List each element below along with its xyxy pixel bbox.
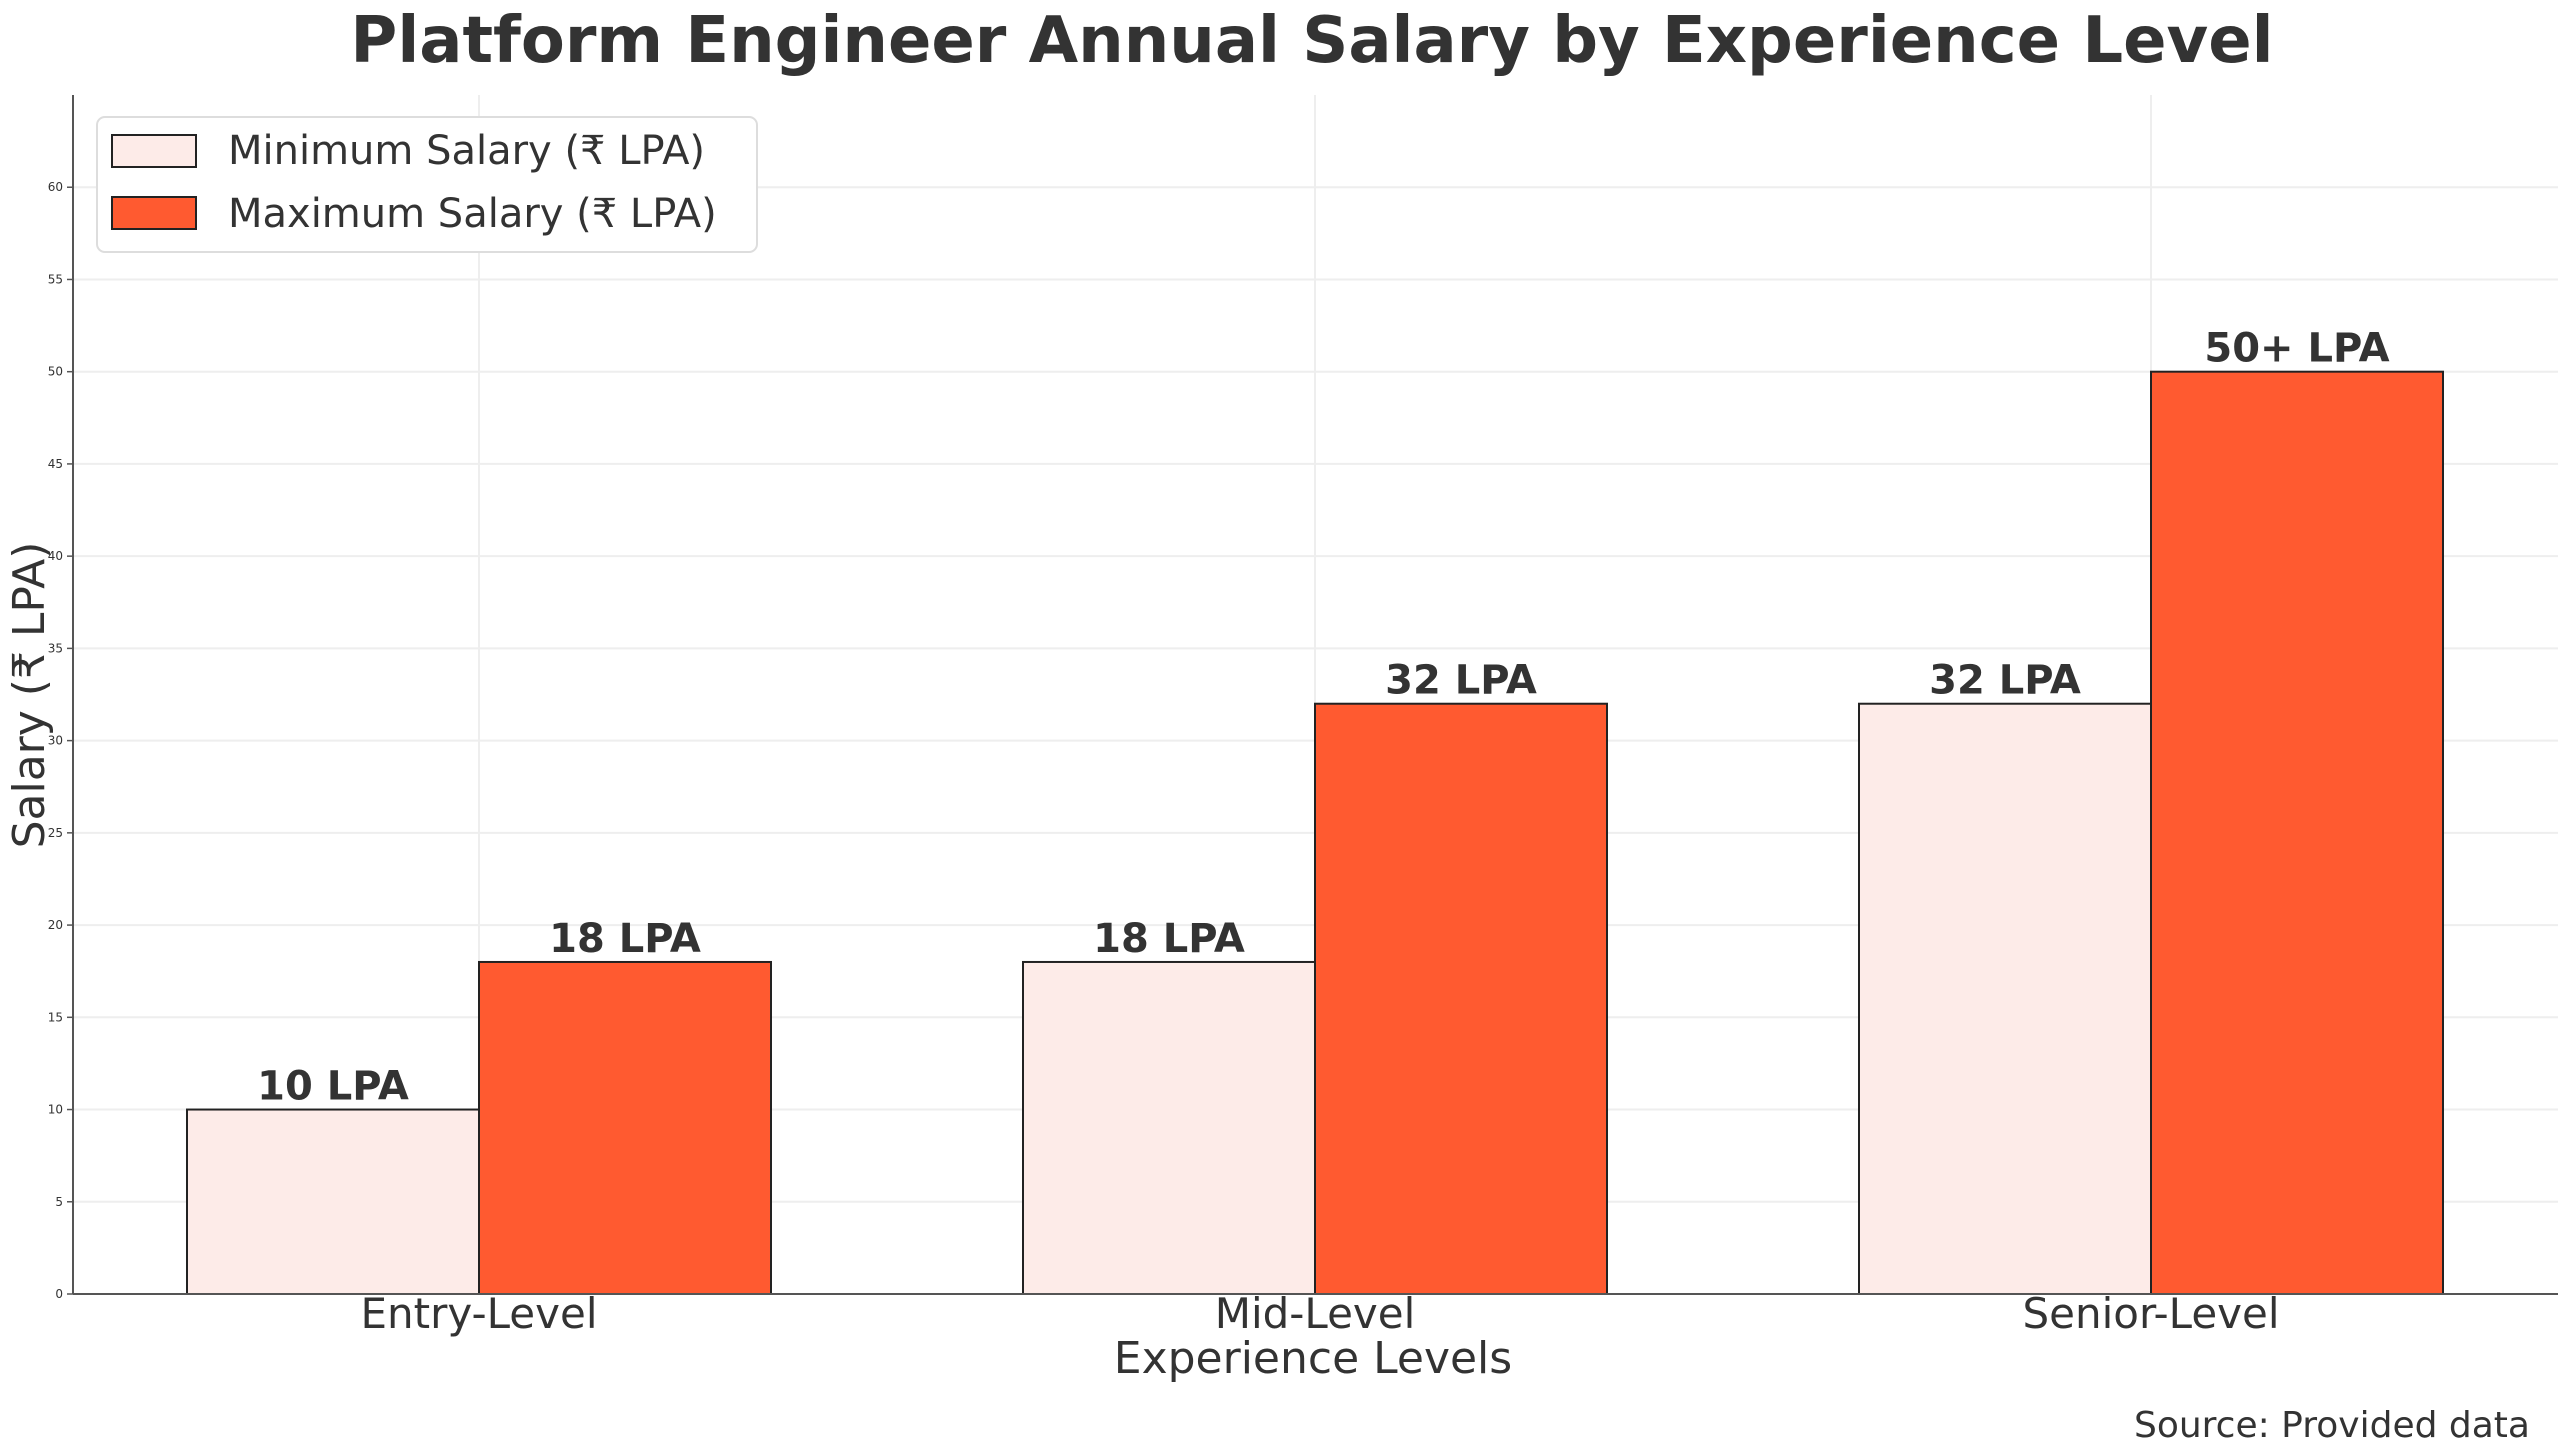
axes-layer [72,95,2558,1295]
bar-min-senior-level [1858,702,2152,1295]
bar-max-senior-level [2150,370,2444,1295]
x-tick-label: Entry-Level [360,1289,597,1338]
y-tick-label: 30 [48,734,63,748]
y-tick-labels: 0 5 10 15 20 25 30 35 40 45 50 55 60 [48,180,73,1301]
bar-max-mid-level [1314,702,1608,1295]
data-label: 32 LPA [1929,658,2081,704]
y-tick-label: 50 [48,365,63,379]
y-tick-label: 20 [48,918,63,932]
y-tick-label: 35 [48,641,63,655]
y-axis-title: Salary (₹ LPA) [4,542,55,849]
data-label: 18 LPA [549,916,701,962]
chart-title: Platform Engineer Annual Salary by Exper… [350,4,2273,78]
y-tick-label: 45 [48,457,63,471]
legend: Minimum Salary (₹ LPA) Maximum Salary (₹… [96,116,758,253]
y-tick-label: 25 [48,826,63,840]
y-tick-label: 10 [48,1103,63,1117]
y-tick-label: 55 [48,272,63,286]
bars-layer [186,370,2444,1295]
y-tick-label: 40 [48,549,63,563]
y-tick-label: 15 [48,1010,63,1024]
legend-label-min: Minimum Salary (₹ LPA) [228,128,705,174]
data-label: 10 LPA [257,1064,409,1110]
data-label: 50+ LPA [2204,326,2389,372]
x-axis-title: Experience Levels [1114,1333,1512,1384]
source-note: Source: Provided data [2134,1405,2530,1440]
bar-max-entry-level [478,960,772,1295]
legend-box [96,116,758,253]
data-label: 18 LPA [1093,916,1245,962]
y-tick-label: 0 [55,1287,63,1301]
bar-min-mid-level [1022,960,1316,1295]
y-tick-label: 5 [55,1195,63,1209]
y-tick-label: 60 [48,180,63,194]
bar-min-entry-level [186,1108,480,1295]
x-tick-label: Mid-Level [1215,1289,1416,1338]
legend-swatch-min [111,134,197,168]
legend-label-max: Maximum Salary (₹ LPA) [228,191,717,237]
legend-swatch-max [111,196,197,230]
x-tick-labels: Entry-Level Mid-Level Senior-Level [360,1289,2279,1338]
data-label: 32 LPA [1385,658,1537,704]
data-labels: 10 LPA 18 LPA 32 LPA 18 LPA 32 LPA 50+ LPA [257,326,2389,1110]
x-tick-label: Senior-Level [2022,1289,2279,1338]
